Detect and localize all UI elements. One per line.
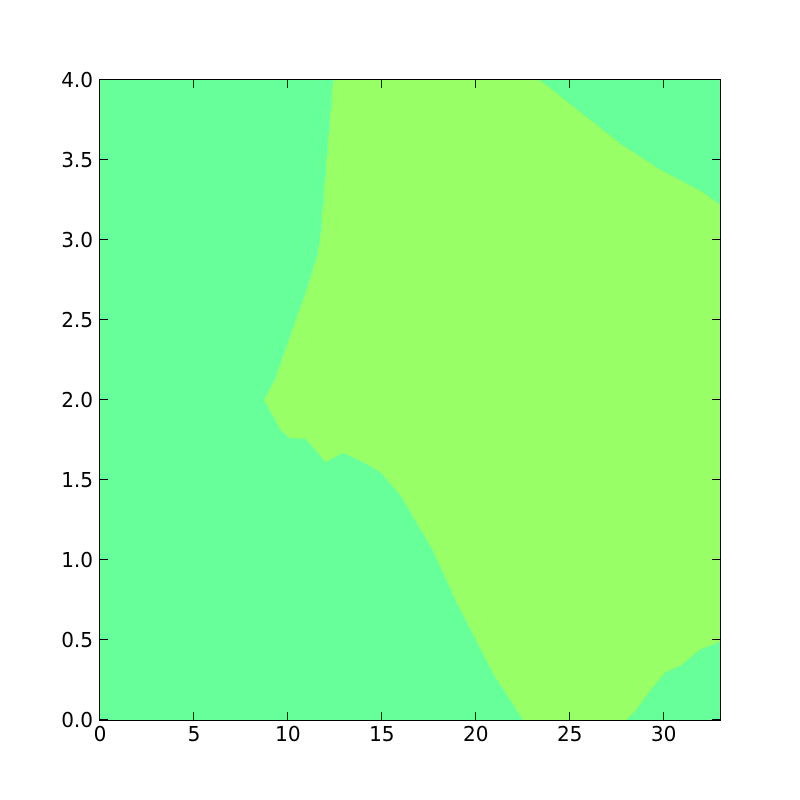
y-tick-3.0 — [99, 238, 108, 241]
x-tick-top-20 — [474, 79, 476, 88]
y-tick-label-3.0: 3.0 — [61, 228, 93, 252]
x-tick-label-10: 10 — [275, 722, 301, 746]
y-tick-right-0.5 — [711, 638, 720, 641]
y-tick-right-1.0 — [711, 558, 720, 561]
x-tick-0 — [98, 711, 101, 720]
y-tick-4.0 — [99, 78, 108, 81]
x-tick-5 — [192, 711, 195, 720]
x-tick-10 — [286, 711, 288, 720]
x-tick-top-5 — [192, 79, 195, 88]
contour-plot — [263, 79, 720, 720]
y-tick-1.0 — [99, 558, 108, 561]
x-tick-top-25 — [568, 79, 570, 88]
y-tick-label-2.5: 2.5 — [61, 308, 93, 332]
x-tick-top-15 — [380, 79, 382, 88]
x-tick-20 — [474, 711, 476, 720]
x-tick-label-15: 15 — [369, 722, 395, 746]
x-tick-30 — [662, 711, 664, 720]
y-tick-right-1.5 — [711, 478, 720, 481]
x-tick-15 — [380, 711, 382, 720]
x-tick-top-0 — [98, 79, 101, 88]
y-tick-0.5 — [99, 638, 108, 641]
y-tick-right-2.0 — [711, 398, 720, 401]
plot-area — [98, 78, 721, 721]
y-tick-label-1.0: 1.0 — [61, 548, 93, 572]
y-tick-label-0.5: 0.5 — [61, 628, 93, 652]
y-tick-label-3.5: 3.5 — [61, 148, 93, 172]
y-tick-2.5 — [99, 318, 108, 321]
x-tick-label-20: 20 — [463, 722, 489, 746]
x-tick-label-30: 30 — [650, 722, 677, 746]
x-tick-label-5: 5 — [187, 722, 201, 746]
contour-region-upper-contour-level — [263, 79, 720, 720]
y-tick-2.0 — [99, 398, 108, 401]
y-tick-right-4.0 — [711, 78, 720, 81]
y-tick-0.0 — [99, 718, 108, 721]
x-tick-25 — [568, 711, 570, 720]
y-tick-right-2.5 — [711, 318, 720, 321]
y-tick-label-1.5: 1.5 — [61, 468, 93, 492]
y-tick-right-3.0 — [711, 238, 720, 241]
y-tick-1.5 — [99, 478, 108, 481]
y-tick-right-0.0 — [711, 718, 720, 721]
x-tick-top-10 — [286, 79, 288, 88]
y-tick-label-0.0: 0.0 — [61, 708, 93, 732]
x-tick-top-30 — [662, 79, 664, 88]
x-tick-label-25: 25 — [556, 722, 583, 746]
x-tick-label-0: 0 — [93, 722, 107, 746]
y-tick-label-2.0: 2.0 — [61, 388, 93, 412]
y-tick-right-3.5 — [711, 158, 720, 161]
y-tick-3.5 — [99, 158, 108, 161]
y-tick-label-4.0: 4.0 — [61, 68, 93, 92]
